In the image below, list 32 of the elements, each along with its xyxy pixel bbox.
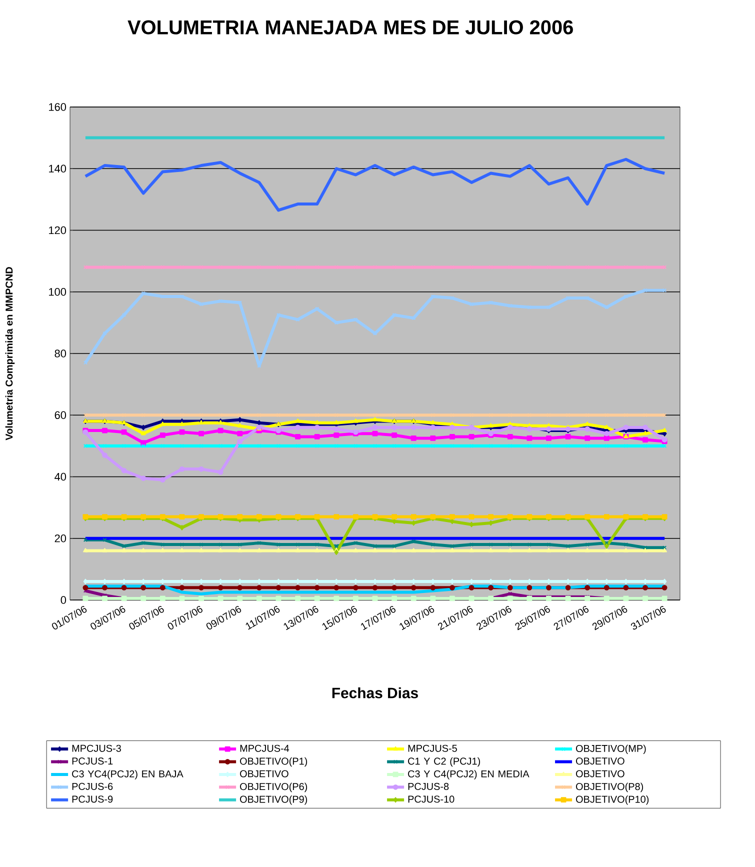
legend-label: C1 Y C2 (PCJ1) (408, 757, 480, 767)
legend-label: MPCJUS-3 (72, 744, 121, 752)
y-tick-label: 80 (54, 350, 66, 358)
y-tick-label: 100 (49, 288, 66, 296)
legend-label: PCJUS-8 (408, 782, 449, 790)
legend-label: OBJETIVO(MP) (576, 744, 646, 754)
y-tick-label: 20 (54, 534, 66, 542)
legend-label: MPCJUS-4 (240, 744, 290, 752)
y-tick-label: 40 (54, 472, 66, 481)
legend-label: OBJETIVO(P8) (576, 782, 644, 792)
legend-label: MPCJUS-5 (408, 744, 457, 752)
legend-label: PCJUS-10 (408, 796, 454, 803)
legend-label: C3 Y C4(PCJ2) EN MEDIA (408, 770, 530, 780)
y-axis-title: Volumetria Comprimida en MMPCND (5, 267, 15, 440)
legend-label: OBJETIVO(P10) (576, 795, 649, 805)
legend-label: PCJUS-1 (72, 758, 113, 765)
legend-label: OBJETIVO(P1) (240, 757, 308, 767)
chart-title: VOLUMETRIA MANEJADA MES DE JULIO 2006 (128, 20, 573, 34)
x-axis-title: Fechas Dias (332, 687, 418, 698)
y-tick-label: 60 (54, 411, 66, 420)
legend-label: C3 YC4(PCJ2) EN BAJA (72, 770, 184, 780)
y-tick-label: 0 (60, 596, 66, 604)
legend-label: PCJUS-6 (72, 782, 113, 790)
y-tick-label: 120 (49, 226, 66, 234)
legend-label: OBJETIVO(P9) (240, 795, 308, 805)
legend-label: OBJETIVO(P6) (240, 782, 308, 792)
legend-label: OBJETIVO (576, 770, 624, 778)
y-tick-label: 140 (49, 164, 66, 172)
legend-label: OBJETIVO (576, 758, 624, 765)
legend-label: OBJETIVO (240, 770, 288, 778)
legend-label: PCJUS-9 (72, 796, 113, 803)
y-tick-label: 160 (49, 103, 66, 111)
